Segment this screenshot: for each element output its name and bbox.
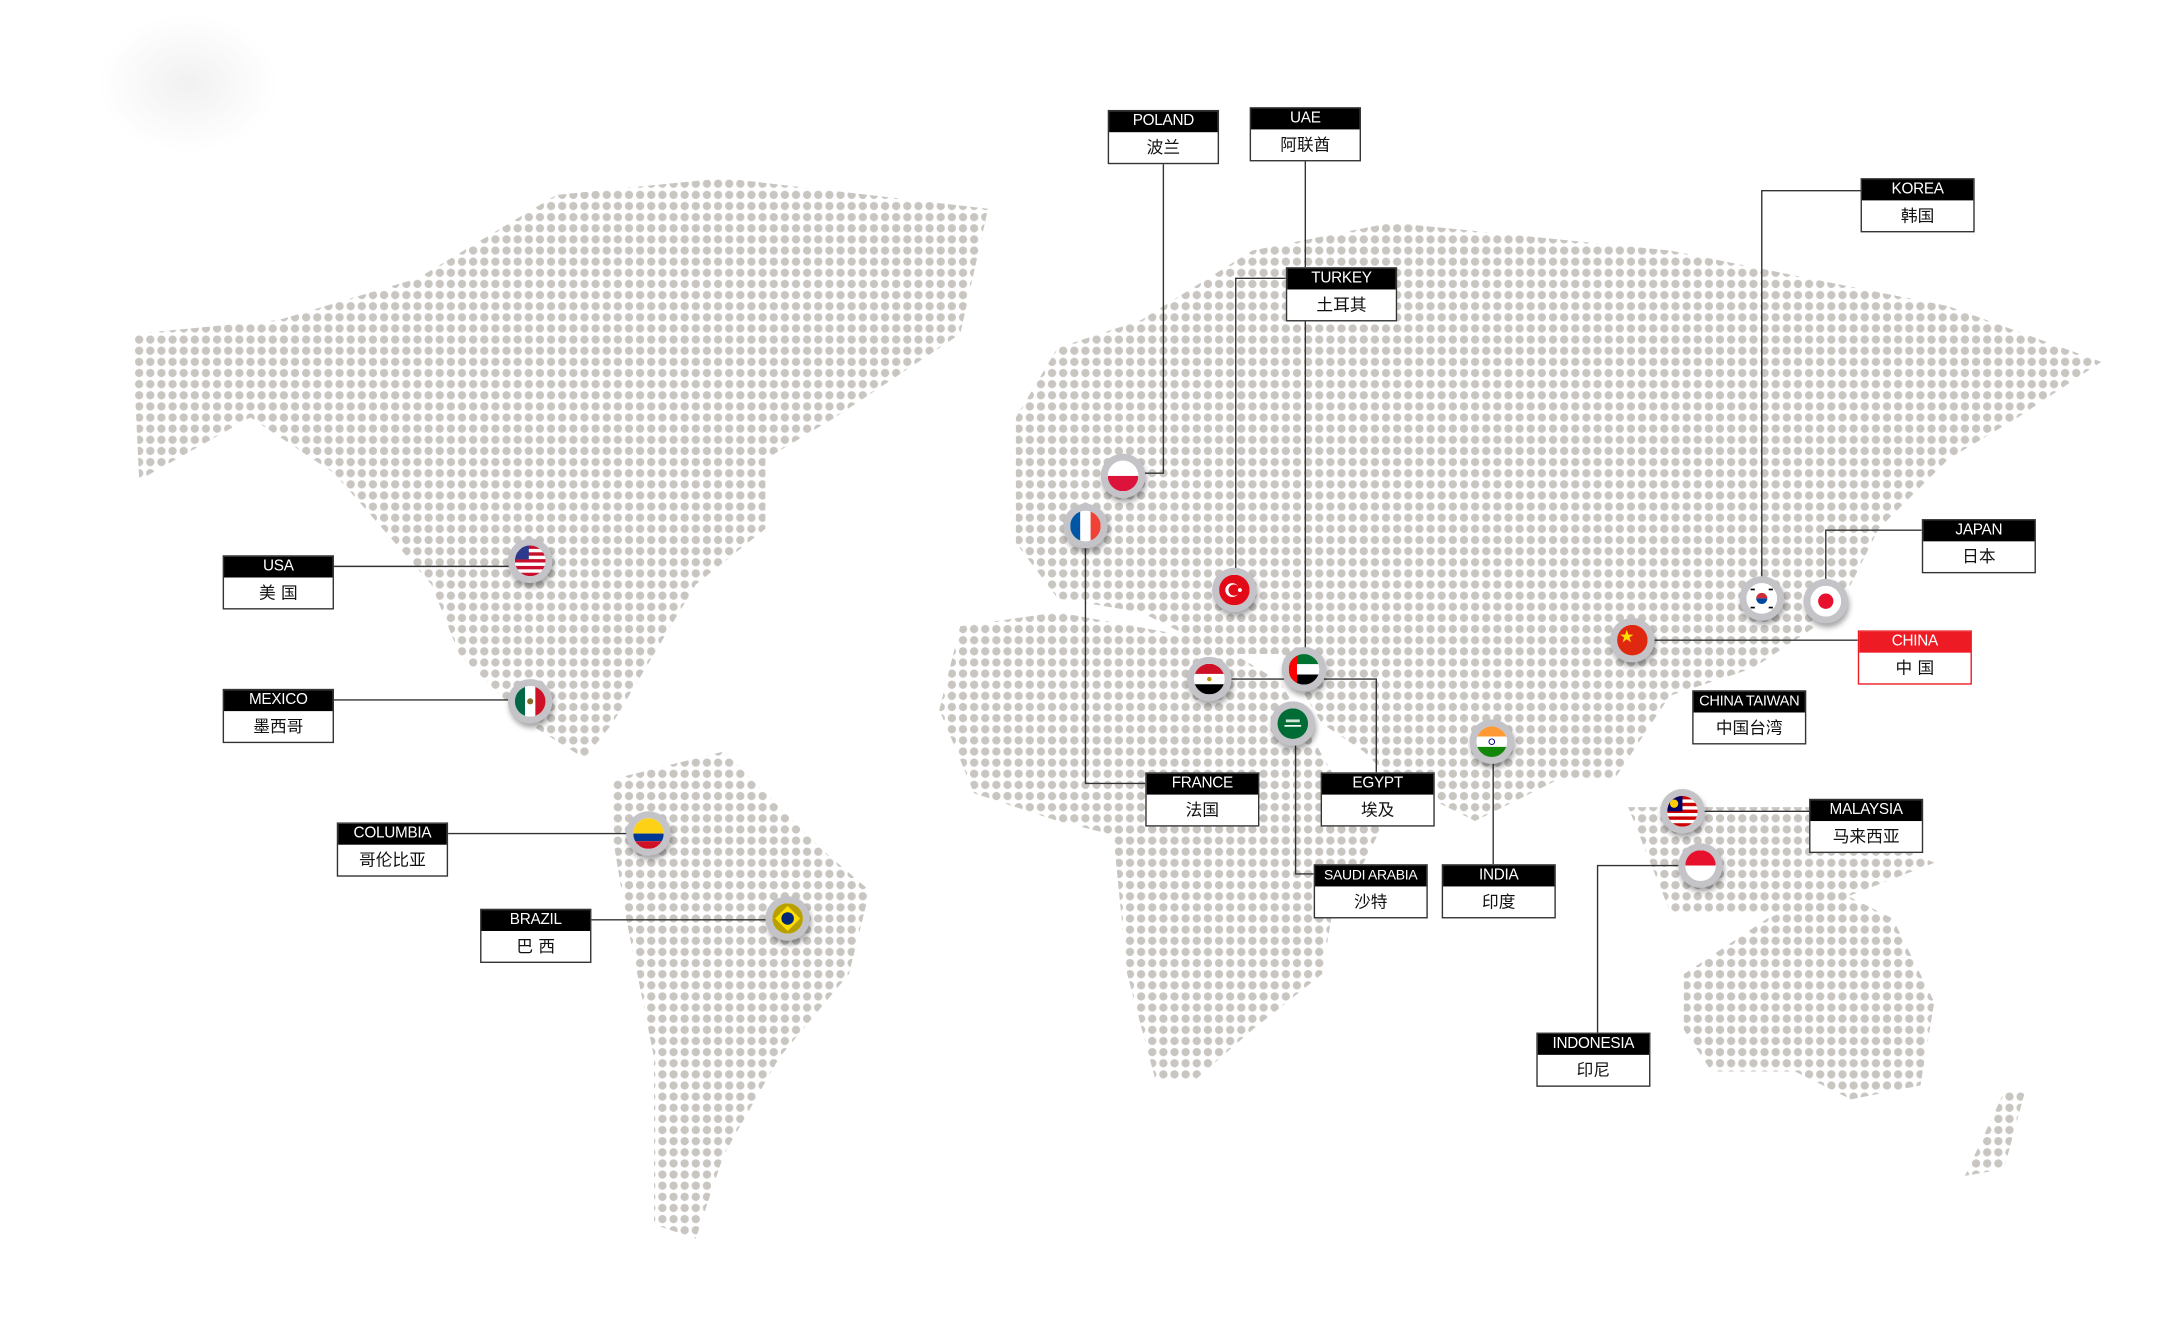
label-egypt-en: EGYPT <box>1322 773 1434 795</box>
label-uae-en: UAE <box>1251 108 1360 130</box>
label-korea-en: KOREA <box>1861 179 1974 201</box>
china-flag-icon <box>1617 624 1648 656</box>
label-japan-en: JAPAN <box>1923 520 2035 542</box>
label-korea: KOREA 韩国 <box>1860 178 1975 233</box>
label-china-cn: 中 国 <box>1895 658 1935 678</box>
label-egypt-cn: 埃及 <box>1360 800 1395 820</box>
label-brazil-en: BRAZIL <box>481 910 591 931</box>
continent-north-america <box>132 178 989 759</box>
japan-flag-icon <box>1810 585 1842 617</box>
label-mexico-cn: 墨西哥 <box>253 716 304 737</box>
label-korea-cn: 韩国 <box>1900 205 1935 226</box>
label-france-cn: 法国 <box>1185 800 1220 820</box>
label-china-en: CHINA <box>1859 631 1971 653</box>
label-poland-cn: 波兰 <box>1146 137 1181 158</box>
connector-lines <box>333 160 1922 1033</box>
label-france-en: FRANCE <box>1146 773 1259 795</box>
background-smudge <box>97 13 279 154</box>
label-turkey-en: TURKEY <box>1287 268 1396 290</box>
label-malaysia-cn: 马来西亚 <box>1832 826 1900 847</box>
malaysia-flag-icon <box>1667 795 1698 827</box>
label-saudi-cn: 沙特 <box>1354 892 1388 912</box>
label-usa: USA 美 国 <box>222 555 334 610</box>
label-france: FRANCE 法国 <box>1145 772 1260 827</box>
label-turkey: TURKEY 土耳其 <box>1285 267 1398 322</box>
marker-saudi-arabia[interactable] <box>1270 701 1316 746</box>
marker-turkey[interactable] <box>1212 567 1257 613</box>
poland-flag-icon <box>1107 460 1139 492</box>
label-poland: POLAND 波兰 <box>1107 109 1220 165</box>
label-japan: JAPAN 日本 <box>1921 519 2036 574</box>
label-brazil: BRAZIL 巴 西 <box>480 908 592 963</box>
continent-eurasia <box>1015 222 2102 822</box>
label-indonesia: INDONESIA 印尼 <box>1536 1032 1651 1087</box>
marker-france[interactable] <box>1063 503 1108 549</box>
marker-malaysia[interactable] <box>1660 789 1705 834</box>
marker-columbia[interactable] <box>626 811 671 856</box>
label-malaysia: MALAYSIA 马来西亚 <box>1809 798 1924 854</box>
label-china: CHINA 中 国 <box>1857 630 1972 685</box>
label-indonesia-en: INDONESIA <box>1537 1033 1650 1055</box>
label-japan-cn: 日本 <box>1962 546 1996 567</box>
marker-poland[interactable] <box>1100 453 1146 499</box>
india-flag-icon <box>1476 726 1508 758</box>
label-saudi-arabia: SAUDI ARABIA 沙特 <box>1313 864 1428 919</box>
continent-south-america <box>612 751 870 1239</box>
marker-egypt[interactable] <box>1187 656 1232 702</box>
marker-uae[interactable] <box>1281 647 1327 692</box>
label-turkey-cn: 土耳其 <box>1316 295 1367 315</box>
label-columbia-en: COLUMBIA <box>338 823 447 845</box>
label-china-taiwan: CHINA TAIWAN 中国台湾 <box>1692 690 1807 745</box>
label-taiwan-en: CHINA TAIWAN <box>1693 691 1805 713</box>
label-taiwan-cn: 中国台湾 <box>1715 718 1783 738</box>
label-india-en: INDIA <box>1443 865 1555 887</box>
label-uae-cn: 阿联酋 <box>1280 134 1331 155</box>
label-saudi-en: SAUDI ARABIA <box>1315 865 1427 887</box>
label-mexico: MEXICO 墨西哥 <box>222 688 334 744</box>
usa-flag-icon <box>514 545 546 577</box>
label-egypt: EGYPT 埃及 <box>1320 772 1435 827</box>
marker-brazil[interactable] <box>765 896 810 941</box>
label-indonesia-cn: 印尼 <box>1576 1060 1611 1080</box>
egypt-flag-icon <box>1193 663 1225 695</box>
marker-china[interactable] <box>1610 617 1655 663</box>
marker-india[interactable] <box>1469 719 1515 764</box>
mexico-flag-icon <box>514 686 546 717</box>
label-mexico-en: MEXICO <box>224 690 333 712</box>
marker-japan[interactable] <box>1803 578 1849 624</box>
label-malaysia-en: MALAYSIA <box>1810 800 1922 822</box>
marker-usa[interactable] <box>507 538 553 584</box>
saudi-flag-icon <box>1277 708 1309 739</box>
label-uae: UAE 阿联酋 <box>1249 107 1361 162</box>
label-columbia: COLUMBIA 哥伦比亚 <box>336 822 449 877</box>
new-zealand <box>1964 1092 2025 1176</box>
label-brazil-cn: 巴 西 <box>516 936 556 957</box>
label-usa-cn: 美 国 <box>258 583 298 603</box>
label-india-cn: 印度 <box>1482 892 1516 912</box>
korea-flag-icon <box>1746 583 1778 614</box>
label-poland-en: POLAND <box>1109 111 1218 133</box>
uae-flag-icon <box>1288 654 1320 685</box>
brazil-flag-icon <box>772 903 803 934</box>
colombia-flag-icon <box>633 818 664 849</box>
indonesia-flag-icon <box>1685 850 1716 881</box>
continent-australia <box>1683 890 1935 1100</box>
label-usa-en: USA <box>224 556 333 578</box>
turkey-flag-icon <box>1219 574 1250 606</box>
label-columbia-cn: 哥伦比亚 <box>359 850 426 870</box>
france-flag-icon <box>1070 510 1101 542</box>
marker-mexico[interactable] <box>507 679 553 724</box>
marker-indonesia[interactable] <box>1678 843 1723 888</box>
label-india: INDIA 印度 <box>1441 864 1556 919</box>
marker-korea[interactable] <box>1739 576 1785 621</box>
